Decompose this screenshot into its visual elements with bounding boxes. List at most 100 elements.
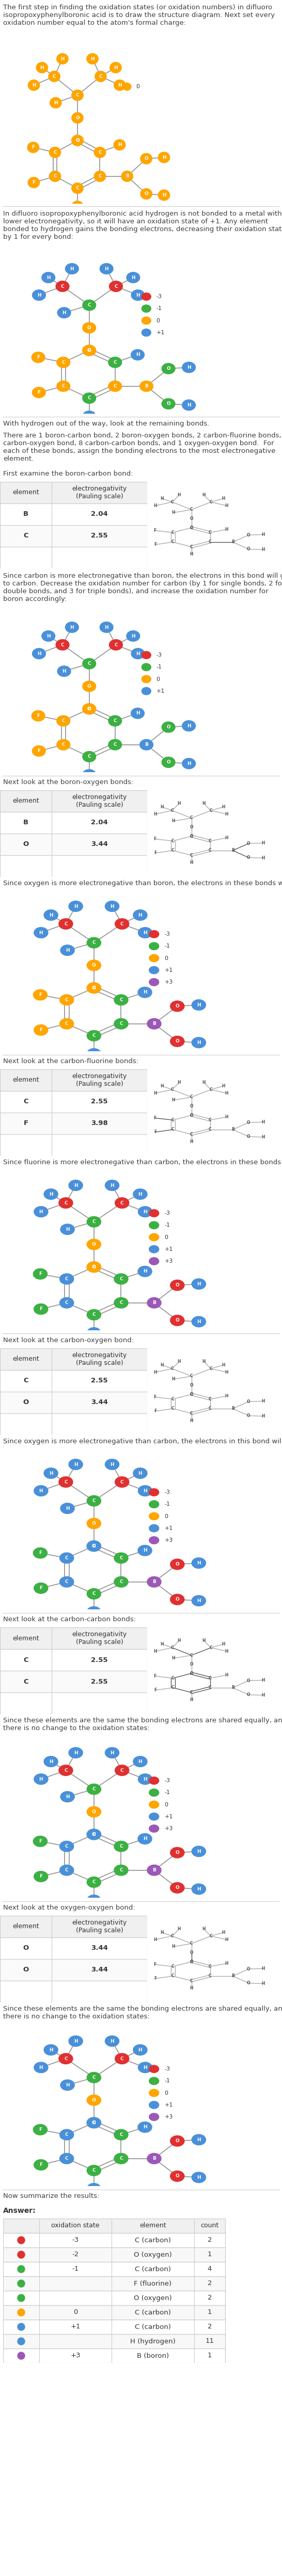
- Text: C: C: [92, 987, 96, 989]
- Text: C: C: [171, 1118, 174, 1123]
- Text: C: C: [65, 2133, 69, 2138]
- Text: H: H: [118, 82, 122, 88]
- Circle shape: [58, 665, 71, 677]
- Text: B: B: [152, 2156, 156, 2161]
- Text: O: O: [247, 1965, 250, 1971]
- Text: F (fluorine): F (fluorine): [134, 2280, 172, 2287]
- Text: O: O: [166, 402, 170, 407]
- Circle shape: [114, 1865, 128, 1875]
- Text: B: B: [231, 1128, 234, 1131]
- Circle shape: [149, 1502, 159, 1507]
- Text: C: C: [64, 2056, 67, 2061]
- Text: C: C: [65, 1301, 69, 1306]
- Text: H: H: [105, 626, 109, 629]
- Text: Next look at the carbon-oxygen bond:: Next look at the carbon-oxygen bond:: [3, 1337, 134, 1345]
- Circle shape: [87, 2117, 101, 2128]
- Circle shape: [149, 943, 159, 951]
- Text: H: H: [49, 2048, 53, 2053]
- Circle shape: [17, 2251, 25, 2259]
- Text: H: H: [262, 840, 265, 845]
- Circle shape: [147, 1018, 161, 1028]
- Circle shape: [127, 631, 140, 641]
- Text: C: C: [53, 175, 57, 178]
- Text: H: H: [225, 1090, 228, 1095]
- Text: C: C: [171, 840, 174, 842]
- Circle shape: [114, 2130, 128, 2141]
- Text: C: C: [87, 755, 91, 760]
- Circle shape: [59, 2053, 73, 2063]
- Circle shape: [100, 621, 113, 634]
- Text: C: C: [62, 719, 65, 724]
- Text: B: B: [152, 1023, 156, 1025]
- Text: H: H: [225, 1115, 228, 1121]
- Text: 0: 0: [164, 956, 168, 961]
- Text: F: F: [37, 389, 40, 394]
- Circle shape: [87, 938, 101, 948]
- Circle shape: [149, 1211, 159, 1216]
- Text: +1: +1: [156, 688, 165, 693]
- Text: H: H: [177, 1079, 181, 1084]
- Text: F: F: [154, 1131, 157, 1133]
- Text: +3: +3: [164, 2115, 173, 2120]
- Text: H: H: [197, 1319, 201, 1324]
- Circle shape: [192, 2172, 206, 2182]
- Text: H: H: [39, 1777, 43, 1783]
- Text: C (carbon): C (carbon): [135, 2308, 171, 2316]
- Text: H: H: [202, 1079, 206, 1084]
- Circle shape: [83, 703, 96, 714]
- Text: H: H: [110, 1752, 114, 1754]
- Circle shape: [149, 1824, 159, 1832]
- Circle shape: [33, 989, 47, 999]
- Text: H: H: [225, 835, 228, 840]
- Text: O: O: [247, 546, 250, 551]
- Text: electronegativity
(Pauling scale): electronegativity (Pauling scale): [72, 484, 127, 500]
- Circle shape: [142, 330, 151, 337]
- Text: C: C: [209, 1118, 212, 1123]
- Circle shape: [57, 358, 70, 368]
- Text: O: O: [92, 1543, 96, 1548]
- Text: H: H: [62, 670, 66, 672]
- FancyBboxPatch shape: [3, 2290, 225, 2306]
- Text: O: O: [166, 760, 170, 765]
- Text: B: B: [152, 1301, 156, 1306]
- Circle shape: [192, 1883, 206, 1893]
- Circle shape: [33, 1837, 47, 1847]
- Text: C: C: [65, 1023, 69, 1025]
- Text: C: C: [92, 1218, 96, 1224]
- Circle shape: [17, 2324, 25, 2331]
- Circle shape: [60, 1553, 74, 1564]
- Circle shape: [59, 920, 73, 930]
- Text: H: H: [225, 1649, 228, 1654]
- FancyBboxPatch shape: [0, 1347, 147, 1370]
- Text: C: C: [62, 742, 65, 747]
- Circle shape: [108, 716, 122, 726]
- Text: O: O: [190, 1960, 193, 1963]
- Circle shape: [108, 381, 122, 392]
- Text: O (oxygen): O (oxygen): [134, 2251, 172, 2259]
- Text: C: C: [190, 1942, 193, 1945]
- Text: count: count: [201, 2223, 219, 2228]
- Circle shape: [105, 2035, 119, 2045]
- Text: element: element: [12, 1077, 39, 1084]
- Text: H: H: [187, 724, 191, 729]
- Circle shape: [114, 1577, 128, 1587]
- Text: Now summarize the results:: Now summarize the results:: [3, 2192, 99, 2200]
- Circle shape: [149, 2066, 159, 2074]
- Text: electronegativity
(Pauling scale): electronegativity (Pauling scale): [72, 1919, 127, 1935]
- Circle shape: [87, 1497, 101, 1507]
- Circle shape: [147, 1298, 161, 1309]
- Text: H: H: [172, 1656, 175, 1662]
- Circle shape: [87, 1829, 101, 1839]
- Text: C: C: [190, 1978, 193, 1984]
- Circle shape: [36, 62, 48, 72]
- Text: O: O: [76, 116, 80, 121]
- Text: H: H: [160, 497, 164, 500]
- Text: C: C: [190, 1113, 193, 1118]
- Circle shape: [34, 2159, 48, 2169]
- Circle shape: [108, 739, 122, 750]
- Circle shape: [60, 1224, 74, 1234]
- Circle shape: [192, 999, 206, 1010]
- Text: C: C: [171, 1935, 174, 1937]
- Text: H: H: [190, 860, 193, 866]
- Circle shape: [87, 1783, 101, 1795]
